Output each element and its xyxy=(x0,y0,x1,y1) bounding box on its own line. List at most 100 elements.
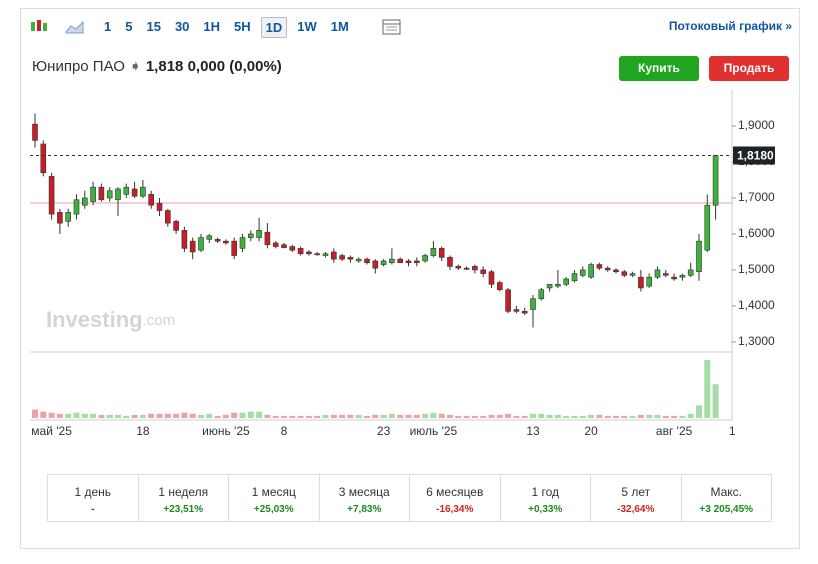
interval-button[interactable]: 1W xyxy=(297,18,317,34)
volume-bar xyxy=(505,413,512,418)
period-change: -16,34% xyxy=(436,504,474,515)
volume-bar xyxy=(272,415,279,418)
candle-body xyxy=(206,235,213,240)
volume-bar xyxy=(687,413,694,418)
volume-bar xyxy=(405,414,412,418)
volume-bar xyxy=(413,414,420,418)
candle-body xyxy=(405,260,412,264)
y-tick-label: 1,4000 xyxy=(738,298,775,312)
last-price-box xyxy=(733,146,775,165)
candle-body xyxy=(505,289,511,312)
buy-button[interactable]: Купить xyxy=(619,56,699,81)
volume-bar xyxy=(704,360,711,418)
arrow: ➧ xyxy=(129,58,142,75)
candle-body xyxy=(40,143,47,174)
volume-bar xyxy=(654,414,661,418)
volume-bar xyxy=(604,415,611,418)
candle-body xyxy=(397,258,404,264)
volume-bar xyxy=(438,413,445,418)
candle-body xyxy=(131,188,138,197)
period-label: 1 день xyxy=(74,485,112,499)
sell-button[interactable]: Продать xyxy=(709,56,789,81)
candle-body xyxy=(32,123,38,141)
candle-body xyxy=(389,258,395,264)
volume-bar xyxy=(588,414,595,418)
candle-body xyxy=(596,264,603,269)
candle-body xyxy=(571,273,578,282)
volume-bar xyxy=(380,414,387,418)
candle-body xyxy=(223,240,229,244)
interval-button[interactable]: 1D xyxy=(260,16,288,38)
period-label: 1 год xyxy=(531,485,560,499)
table-icon[interactable] xyxy=(381,18,403,36)
interval-button[interactable]: 1M xyxy=(330,18,349,34)
period-label: 5 лет xyxy=(621,485,651,499)
interval-button[interactable]: 30 xyxy=(174,18,190,34)
candle-body xyxy=(555,284,561,287)
performance-cell: 1 неделя +23,51% xyxy=(139,475,229,521)
volume-bar xyxy=(173,413,180,418)
period-label: Макс. xyxy=(710,485,743,499)
volume-bar xyxy=(106,414,113,418)
candle-body xyxy=(289,246,296,251)
x-tick-label: июнь '25 xyxy=(202,424,250,438)
performance-cell: Макс. +3 205,45% xyxy=(682,475,772,521)
performance-cell: 1 год +0,33% xyxy=(501,475,591,521)
volume-bar xyxy=(554,414,561,418)
volume-bar xyxy=(355,414,362,418)
interval-button[interactable]: 15 xyxy=(146,18,161,34)
volume-bar xyxy=(32,409,38,418)
volume-bar xyxy=(181,412,188,418)
x-tick-label: 8 xyxy=(281,424,288,438)
volume-bar xyxy=(339,414,346,418)
period-change: +23,51% xyxy=(163,504,204,515)
volume-bar xyxy=(671,415,678,418)
candle-body xyxy=(579,269,586,276)
volume-bar xyxy=(530,413,536,418)
candle-body xyxy=(455,266,462,269)
candle-body xyxy=(712,155,719,206)
candle-body xyxy=(355,258,362,262)
volume-bar xyxy=(322,414,329,418)
candle-body xyxy=(646,276,653,287)
volume-bar xyxy=(538,413,545,418)
volume-bar xyxy=(256,411,263,418)
widget xyxy=(20,8,800,549)
interval-button[interactable]: 5 xyxy=(125,18,133,34)
area-icon[interactable] xyxy=(64,18,86,36)
volume-bar xyxy=(455,415,462,418)
interval-button[interactable]: 1 xyxy=(104,18,112,34)
volume-bar xyxy=(222,414,229,418)
candle-body xyxy=(679,275,686,278)
volume-bar xyxy=(463,415,470,418)
change-pct: (0,00%) xyxy=(229,58,282,75)
candle-body xyxy=(364,258,370,264)
interval-button[interactable]: 5H xyxy=(234,18,251,34)
candle-body xyxy=(496,282,503,291)
candle-body xyxy=(231,240,237,256)
volume-bar xyxy=(289,415,296,418)
x-tick-label: авг '25 xyxy=(656,424,693,438)
x-tick-label: 23 xyxy=(377,424,391,438)
volume-bar xyxy=(73,412,80,418)
volume-bar xyxy=(521,415,528,418)
period-change: +7,83% xyxy=(347,504,382,515)
stream-link[interactable]: Потоковый график » xyxy=(668,19,792,33)
candle-body xyxy=(530,298,536,310)
interval-button[interactable]: 1H xyxy=(203,18,221,34)
candle-icon[interactable] xyxy=(28,18,50,36)
volume-bar xyxy=(65,413,72,418)
volume-bar xyxy=(422,413,429,418)
volume-bar xyxy=(115,414,121,418)
volume-bar xyxy=(646,414,653,418)
volume-bar xyxy=(247,411,254,418)
volume-bar xyxy=(48,412,55,418)
quote-header: Юнипро ПАО ➧ 1,818 0,000 (0,00%) xyxy=(32,57,282,75)
volume-bar xyxy=(314,415,321,418)
candle-body xyxy=(330,251,337,260)
candle-body xyxy=(339,255,345,260)
volume-bar xyxy=(496,414,503,418)
candle-body xyxy=(148,194,154,206)
toolbar: 1 5 15 30 1H 5H 1D 1W 1M xyxy=(28,16,403,38)
period-change: +0,33% xyxy=(528,504,563,515)
